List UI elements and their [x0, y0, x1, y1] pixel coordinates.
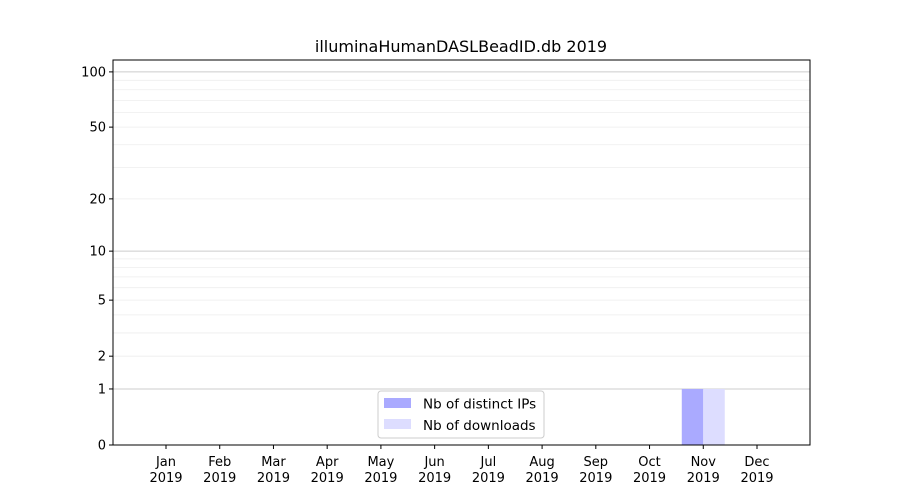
plot-frame	[112, 59, 811, 446]
bars	[681, 388, 725, 445]
x-tick-label-year: 2019	[418, 471, 451, 486]
x-tick-label-month: Nov	[691, 455, 717, 470]
chart-title: illuminaHumanDASLBeadID.db 2019	[315, 37, 607, 56]
x-tick-label-year: 2019	[687, 471, 720, 486]
x-tick-label-month: Jul	[480, 455, 497, 470]
x-tick-label-year: 2019	[257, 471, 290, 486]
legend-swatch-distinct-ips	[384, 398, 411, 408]
y-tick-label: 100	[81, 65, 106, 80]
x-tick-label-month: Jan	[155, 455, 176, 470]
y-tick-label: 20	[89, 192, 106, 207]
legend-label-downloads: Nb of downloads	[423, 418, 536, 434]
x-tick-label-month: Dec	[744, 455, 769, 470]
x-axis: Jan2019Feb2019Mar2019Apr2019May2019Jun20…	[149, 445, 774, 486]
x-tick-label-year: 2019	[740, 471, 773, 486]
x-tick-label-month: Apr	[316, 455, 339, 470]
y-tick-label: 0	[98, 439, 106, 454]
legend-label-distinct-ips: Nb of distinct IPs	[423, 397, 536, 413]
x-tick-label-year: 2019	[311, 471, 344, 486]
x-tick-label-year: 2019	[579, 471, 612, 486]
x-tick-label-month: Sep	[584, 455, 609, 470]
y-tick-label: 1	[98, 382, 106, 397]
x-tick-label-month: Feb	[208, 455, 231, 470]
x-tick-label-month: Mar	[261, 455, 286, 470]
y-tick-label: 5	[98, 294, 106, 309]
x-tick-label-year: 2019	[203, 471, 236, 486]
y-tick-label: 10	[89, 245, 106, 260]
x-tick-label-year: 2019	[472, 471, 505, 486]
bar-downloads	[703, 388, 725, 445]
x-tick-label-month: May	[367, 455, 394, 470]
x-tick-label-year: 2019	[633, 471, 666, 486]
x-tick-label-month: Aug	[529, 455, 554, 470]
x-tick-label-year: 2019	[149, 471, 182, 486]
x-tick-label-month: Jun	[423, 455, 444, 470]
legend: Nb of distinct IPs Nb of downloads	[377, 390, 545, 439]
x-tick-label-year: 2019	[364, 471, 397, 486]
legend-swatch-downloads	[384, 419, 411, 429]
y-tick-label: 50	[89, 121, 106, 136]
y-axis: 0 1 2 5 10 20 50 100	[81, 65, 113, 454]
x-tick-label-month: Oct	[638, 455, 660, 470]
x-tick-label-year: 2019	[526, 471, 559, 486]
y-tick-label: 2	[98, 350, 106, 365]
bar-distinct-ips	[681, 388, 704, 445]
grid	[113, 71, 810, 390]
